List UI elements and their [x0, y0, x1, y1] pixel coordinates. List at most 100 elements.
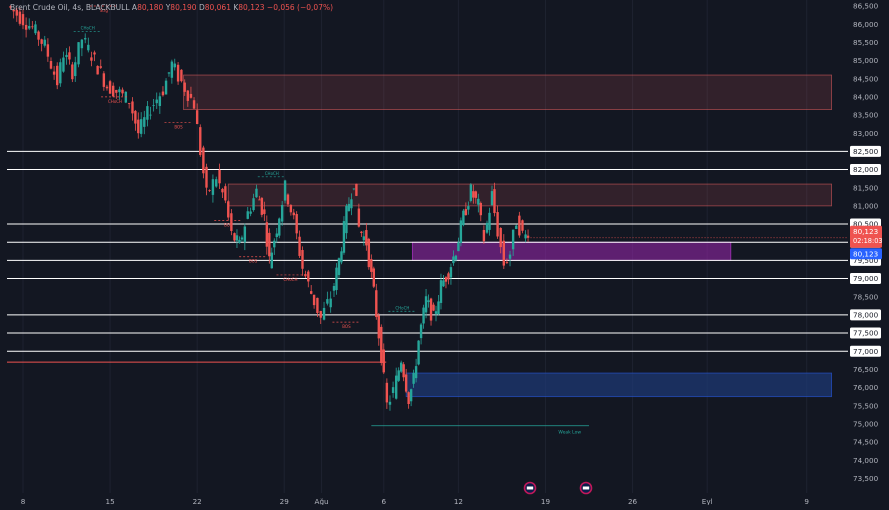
- candle-body: [170, 61, 174, 78]
- level-price-tag: [850, 327, 881, 339]
- candle-body: [524, 234, 527, 239]
- high-value: 80,190: [170, 3, 197, 12]
- candle-body: [526, 235, 530, 238]
- candle-body: [370, 259, 373, 272]
- level-price-tag: [850, 309, 881, 321]
- candle-body: [121, 89, 124, 94]
- x-tick-label: Ağu: [315, 497, 329, 505]
- candle: [170, 59, 174, 84]
- candle-body: [278, 218, 281, 236]
- candle-body: [246, 211, 249, 219]
- candle-body: [355, 183, 358, 196]
- x-tick-label: 26: [628, 497, 638, 505]
- candle: [161, 86, 165, 97]
- candle: [173, 58, 176, 71]
- candle: [283, 179, 287, 204]
- x-tick-label: 9: [804, 497, 809, 505]
- candle-body: [77, 42, 80, 65]
- structure-label: BOS: [249, 259, 258, 264]
- structure-label: CHoCH: [81, 25, 95, 30]
- candle-body: [34, 24, 37, 34]
- candle-body: [68, 52, 71, 60]
- candle-body: [167, 72, 171, 74]
- candle-body: [417, 340, 420, 365]
- candle-body: [304, 274, 307, 277]
- purple-zone: [411, 241, 732, 261]
- candle-body: [454, 255, 458, 261]
- candle-body: [329, 298, 332, 308]
- candle: [152, 98, 155, 112]
- candle: [108, 79, 112, 94]
- candle: [224, 183, 227, 204]
- candle: [56, 62, 59, 90]
- candle-body: [479, 202, 482, 216]
- candle: [462, 208, 465, 227]
- candle: [377, 313, 380, 346]
- candle: [268, 228, 271, 264]
- candle-body: [357, 208, 361, 227]
- candle: [43, 35, 46, 48]
- candle: [71, 61, 74, 83]
- x-tick-label: 12: [454, 497, 463, 505]
- candle: [37, 30, 40, 46]
- candle-body: [340, 251, 343, 263]
- candle: [137, 112, 140, 139]
- candle: [434, 305, 438, 322]
- candle-body: [375, 290, 378, 318]
- candle: [439, 273, 443, 310]
- candle: [427, 294, 430, 308]
- candle: [342, 216, 346, 255]
- candle: [319, 310, 322, 324]
- candle: [80, 38, 84, 57]
- candle-body: [434, 311, 438, 314]
- x-tick-label: 29: [280, 497, 290, 505]
- candle: [395, 367, 398, 400]
- close-label: K: [233, 3, 239, 12]
- red-zone: [183, 74, 833, 110]
- last-price-tag: [850, 225, 882, 248]
- candle: [335, 263, 338, 295]
- candle-body: [493, 189, 496, 214]
- candle-body: [332, 286, 336, 291]
- candle: [246, 206, 249, 220]
- candle-body: [233, 233, 236, 241]
- candle: [316, 297, 319, 317]
- candle-body: [499, 227, 502, 248]
- y-tick-label: 85,500: [853, 38, 879, 47]
- candle: [24, 17, 28, 38]
- candle-body: [215, 179, 218, 187]
- candle: [155, 92, 158, 109]
- candle: [65, 48, 68, 65]
- candle: [437, 295, 440, 316]
- candle: [477, 193, 480, 213]
- candle-body: [71, 64, 74, 80]
- candle-body: [335, 267, 338, 291]
- candle-body: [422, 307, 425, 324]
- candle: [407, 391, 410, 409]
- candle-body: [372, 268, 376, 287]
- level-price-text: 77,000: [853, 347, 879, 356]
- candle-body: [452, 256, 455, 264]
- candle: [424, 288, 428, 319]
- candle: [77, 42, 80, 68]
- low-value: 80,061: [204, 3, 231, 12]
- candle: [286, 193, 290, 208]
- candle-body: [488, 212, 491, 230]
- candle-body: [40, 39, 43, 44]
- candle: [298, 230, 301, 259]
- candle-body: [180, 69, 183, 82]
- candle-body: [134, 110, 137, 124]
- candle-body: [84, 38, 87, 40]
- candle: [474, 190, 478, 204]
- level-price-text: 79,500: [853, 256, 879, 265]
- candle-body: [464, 209, 468, 216]
- candle-body: [176, 64, 180, 82]
- candle-body: [477, 198, 480, 205]
- candle: [139, 112, 143, 138]
- candle: [464, 202, 468, 216]
- candle: [360, 230, 363, 237]
- x-tick-label: Eyl: [702, 497, 713, 505]
- candle: [352, 188, 356, 191]
